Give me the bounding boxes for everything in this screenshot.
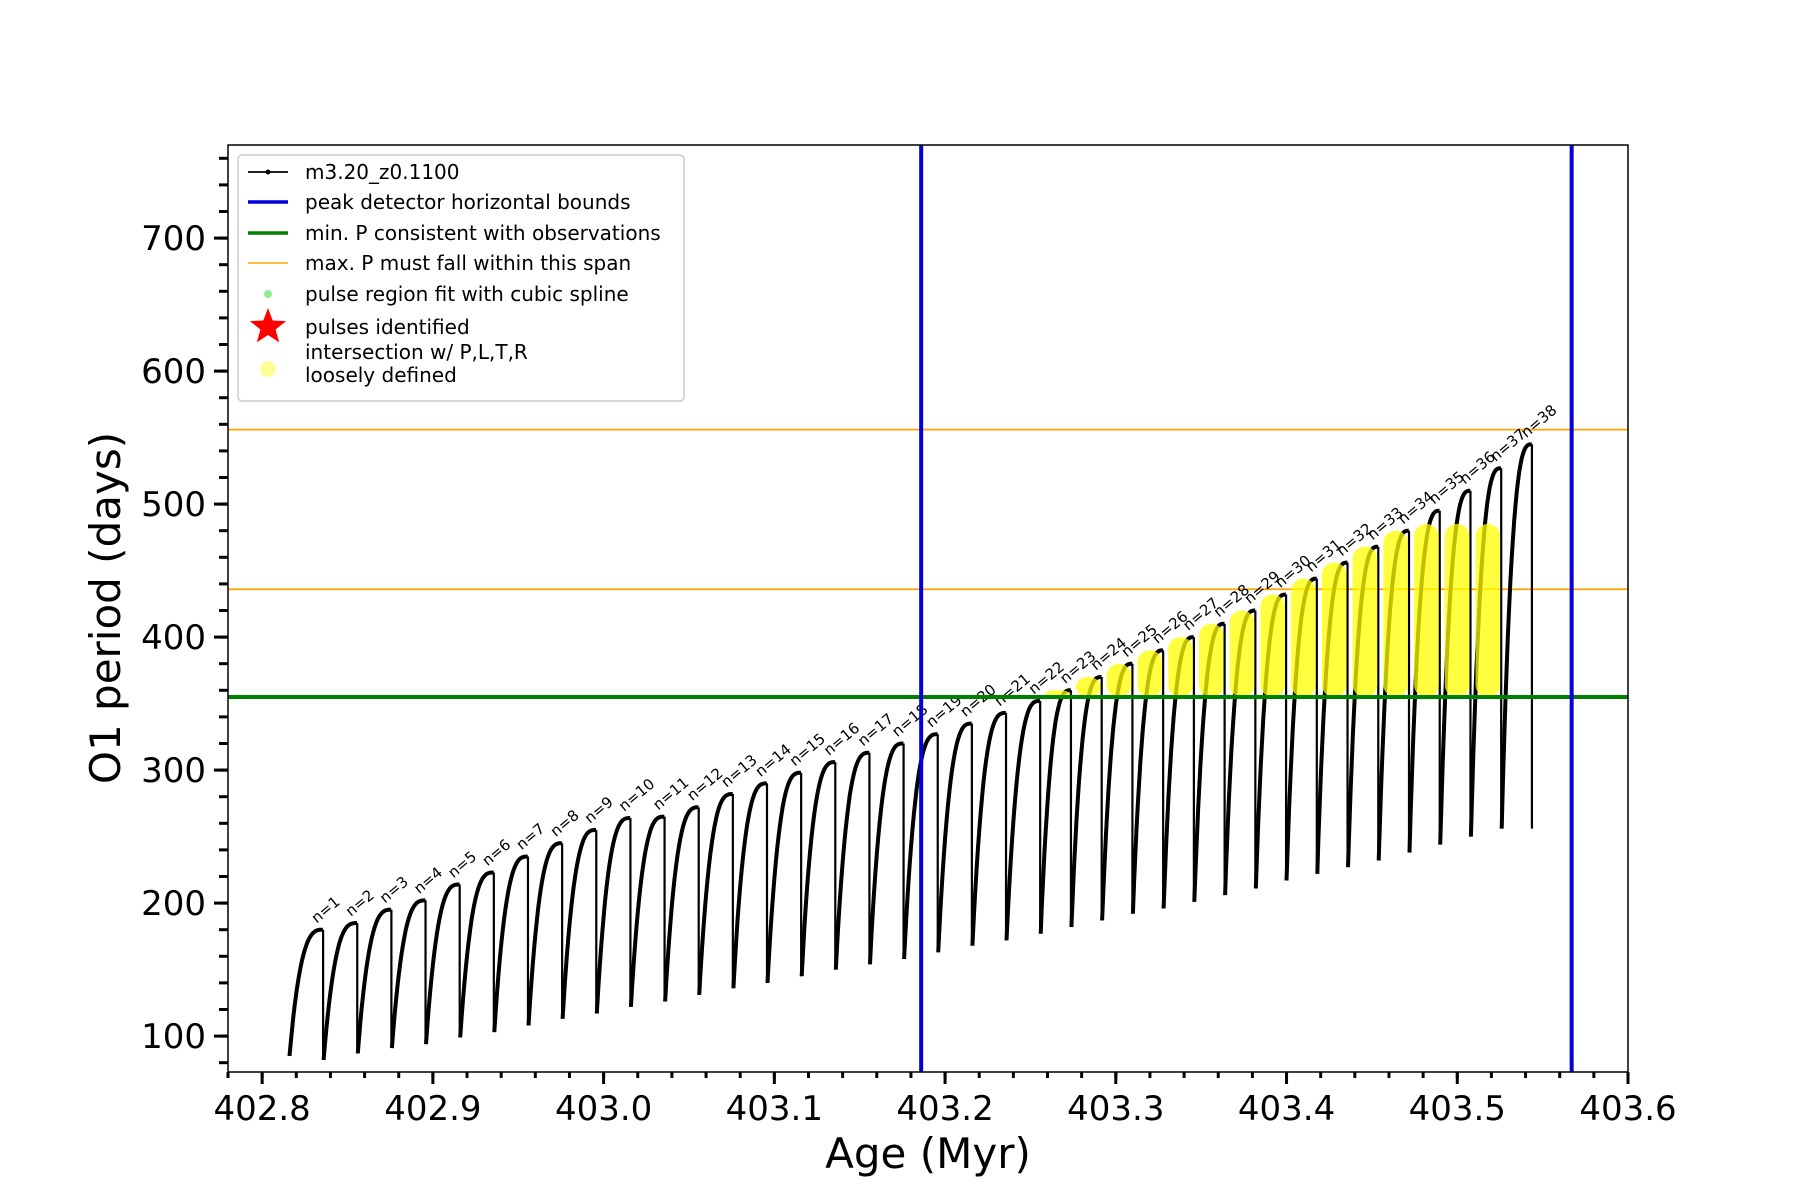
legend-label: m3.20_z0.1100 (305, 160, 460, 184)
x-tick-label: 403.4 (1238, 1089, 1335, 1129)
y-tick-label: 100 (141, 1017, 206, 1057)
intersection-region-36 (1444, 524, 1470, 697)
y-tick-label: 300 (141, 751, 206, 791)
legend-handle-dot (260, 361, 276, 377)
legend-handle-star (249, 308, 287, 343)
x-tick-label: 403.6 (1579, 1089, 1676, 1129)
x-tick-label: 403.0 (555, 1089, 652, 1129)
x-tick-label: 403.5 (1409, 1089, 1506, 1129)
x-axis-label: Age (Myr) (825, 1129, 1031, 1178)
pulse-curve-4 (389, 898, 426, 1049)
legend-handle-marker (265, 169, 271, 175)
x-tick-label: 402.8 (213, 1089, 310, 1129)
legend-label: pulses identified (305, 315, 470, 339)
legend-box (237, 154, 685, 402)
intersection-region-35 (1414, 524, 1439, 697)
series-layer: n=1n=2n=3n=4n=5n=6n=7n=8n=9n=10n=11n=12n… (228, 145, 1628, 1072)
pulse-curve-15 (765, 770, 801, 984)
intersection-region-32 (1321, 562, 1347, 697)
plot-frame (227, 144, 1629, 1073)
pulse-curve-6 (458, 870, 494, 1038)
pulse-curve-14 (731, 781, 767, 989)
pulse-curve-10 (594, 816, 631, 1014)
pulse-curve-11 (628, 814, 665, 1007)
intersection-region-30 (1260, 594, 1285, 697)
pulse-curve-9 (560, 827, 597, 1019)
pulse-curve-18 (868, 741, 904, 965)
intersection-region-34 (1383, 530, 1408, 697)
intersection-region-37 (1475, 524, 1501, 697)
pulse-curve-24 (1069, 675, 1102, 928)
x-tick-label: 403.1 (726, 1089, 823, 1129)
axes-layer: 402.8 402.9 403.0 403.1 403.2 403.3 403.4 403.5… (141, 156, 1677, 1129)
intersection-region-26 (1137, 650, 1163, 697)
legend-label: max. P must fall within this span (305, 251, 631, 275)
pulse-curve-21 (970, 710, 1006, 946)
y-tick-label: 500 (141, 485, 206, 525)
y-axis-label: O1 period (days) (81, 432, 130, 784)
legend-label: intersection w/ P,L,T,R (305, 340, 528, 364)
intersection-region-31 (1291, 578, 1316, 697)
legend-label: loosely defined (305, 363, 457, 387)
pulse-curve-2 (321, 921, 358, 1061)
pulse-curve-5 (424, 882, 460, 1045)
intersection-region-24 (1076, 676, 1101, 697)
pulse-curve-13 (697, 792, 733, 996)
intersection-region-28 (1198, 623, 1224, 697)
pulse-curve-17 (833, 750, 870, 970)
intersection-region-27 (1168, 637, 1193, 697)
y-tick-label: 600 (141, 352, 206, 392)
x-tick-label: 402.9 (384, 1089, 481, 1129)
legend-label: min. P consistent with observations (305, 221, 661, 245)
pulse-curve-3 (355, 907, 392, 1054)
y-tick-label: 400 (141, 618, 206, 658)
pulse-curve-1 (287, 927, 323, 1057)
legend-handle-dot (264, 290, 272, 298)
pulse-curve-12 (663, 805, 699, 1002)
legend-label: peak detector horizontal bounds (305, 190, 631, 214)
intersection-region-33 (1352, 546, 1378, 697)
intersection-region-25 (1106, 663, 1132, 697)
pulse-curve-16 (799, 760, 836, 977)
y-tick-label: 200 (141, 884, 206, 924)
pulse-curve-20 (936, 721, 972, 953)
x-tick-label: 403.2 (896, 1089, 993, 1129)
x-tick-label: 403.3 (1067, 1089, 1164, 1129)
pulse-curve-38 (1499, 442, 1532, 829)
intersection-region-29 (1229, 610, 1255, 697)
y-tick-label: 700 (141, 219, 206, 259)
pulse-curve-22 (1004, 698, 1041, 941)
pulse-curve-7 (492, 854, 528, 1033)
pulse-curve-8 (526, 841, 563, 1026)
legend-label: pulse region fit with cubic spline (305, 282, 629, 306)
